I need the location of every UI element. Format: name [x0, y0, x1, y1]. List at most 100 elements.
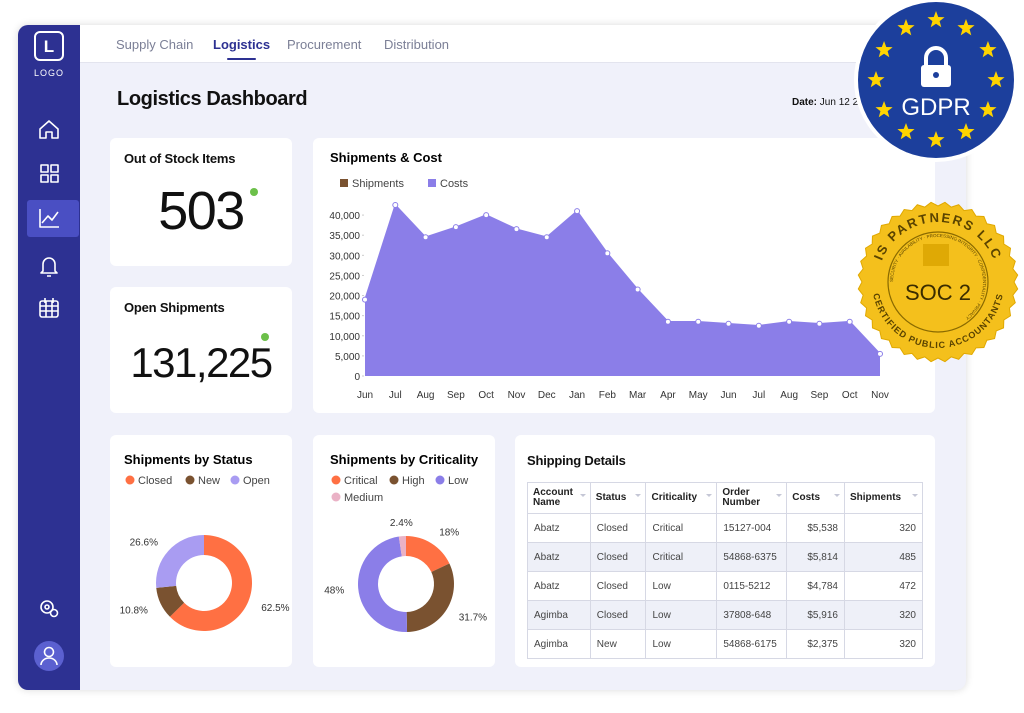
x-tick-label: Aug [417, 390, 435, 401]
nav-tab[interactable]: Supply Chain [116, 37, 194, 52]
column-header: Criticality [645, 482, 718, 514]
column-header: Costs [786, 482, 845, 514]
chart-title: Shipments & Cost [330, 150, 443, 165]
point [664, 318, 671, 325]
x-tick-label: Feb [599, 390, 617, 401]
logo: L [44, 37, 54, 56]
area-line [364, 203, 881, 355]
table-title: Shipping Details [527, 453, 626, 468]
point [695, 318, 702, 325]
y-tick-label: 20,000 [329, 292, 360, 303]
donut-segment [156, 535, 204, 588]
y-tick-label: 35,000 [329, 231, 360, 242]
point [543, 234, 550, 241]
table-cell: Closed [589, 600, 647, 630]
chart-icon[interactable] [39, 209, 59, 228]
grid-icon[interactable] [40, 164, 59, 183]
lock-icon [921, 46, 951, 87]
star [897, 122, 915, 140]
point [846, 318, 853, 325]
table-cell: 37808-648 [716, 600, 788, 630]
chart-card: Shipments & Cost Shipments Costs 0 5,000 10,0… [313, 138, 935, 413]
legend-swatch [331, 475, 341, 485]
table-card: Shipping Details Account Name Status Criti… [515, 435, 935, 667]
kpi-card: Open Shipments 131,225 [110, 287, 292, 413]
legend-swatch [435, 475, 445, 485]
bell-icon[interactable] [40, 257, 58, 277]
table-row: Agimba New Low 54868-6175 $2,375 320 [527, 629, 924, 659]
soc-ring [887, 231, 989, 333]
table-cell: 485 [843, 542, 924, 572]
table-cell: Critical [645, 513, 718, 543]
sidebar: L LOGO [18, 25, 80, 690]
x-tick-label: Jul [389, 390, 402, 401]
top-bar: Supply Chain Logistics Procurement Distribu… [80, 25, 966, 63]
table-cell: 320 [843, 629, 924, 659]
nav-tab[interactable]: Distribution [384, 37, 450, 52]
x-tick-label: Nov [508, 390, 526, 401]
chart-title: Shipments by Criticality [330, 452, 479, 467]
soc-logo [923, 244, 949, 266]
date-value: Jun 12 2 [819, 97, 859, 108]
table-cell: 54868-6375 [716, 542, 788, 572]
nav-tab[interactable]: Procurement [287, 37, 362, 52]
star [927, 131, 945, 148]
x-tick-label: Jun [357, 390, 373, 401]
data-label: 10.8% [120, 606, 148, 617]
shipping-table: Account Name Status Criticality Order Numbe… [527, 482, 924, 659]
settings-icon[interactable] [40, 600, 59, 618]
calendar-icon[interactable] [39, 298, 59, 318]
donut-chart: Shipments by Status Closed New Open 62.5% 10.… [120, 452, 290, 632]
x-tick-label: Jan [569, 390, 585, 401]
x-tick-label: Apr [660, 390, 676, 401]
avatar-head [43, 646, 55, 658]
table-cell: $2,375 [786, 629, 845, 659]
table-cell: $5,538 [786, 513, 845, 543]
donut-segment [398, 536, 406, 557]
kpi-value: 503 [158, 181, 245, 241]
chart-card: Shipments by Criticality Critical High Low M… [313, 435, 495, 667]
table-cell: Abatz [527, 542, 591, 572]
legend-swatch [340, 179, 348, 187]
point [513, 226, 520, 233]
point [362, 296, 368, 303]
star [979, 101, 997, 118]
legend-swatch [125, 475, 135, 485]
legend-swatch [230, 475, 240, 485]
table-cell: $5,916 [786, 600, 845, 630]
data-label: 62.5% [261, 603, 289, 614]
x-tick-label: Dec [538, 390, 556, 401]
x-tick-label: Jun [720, 390, 736, 401]
donut-segment [406, 563, 454, 632]
star [897, 19, 915, 36]
legend-label: Closed [138, 475, 172, 487]
logo-text: LOGO [34, 68, 64, 78]
legend-label: Medium [344, 492, 383, 504]
gdpr-text: GDPR [901, 94, 970, 121]
point [634, 286, 641, 293]
star [957, 122, 975, 140]
page-title: Logistics Dashboard [117, 88, 308, 110]
point [816, 320, 823, 327]
table-cell: Abatz [527, 513, 591, 543]
x-tick-label: Jul [752, 390, 765, 401]
donut-segment [358, 536, 408, 632]
chart-card: Shipments by Status Closed New Open 62.5% 10.… [110, 435, 292, 667]
date: Date: Jun 12 2 [792, 97, 858, 108]
avatar-body [40, 657, 58, 666]
legend-swatch [389, 475, 399, 485]
nav-tab[interactable]: Logistics [213, 37, 271, 60]
data-label: 26.6% [130, 537, 158, 548]
point [755, 322, 762, 329]
y-tick-label: 30,000 [329, 251, 360, 262]
point [483, 212, 490, 219]
home-icon[interactable] [39, 120, 59, 139]
area-fill [365, 205, 880, 376]
star [875, 101, 893, 118]
x-tick-label: Sep [447, 390, 465, 401]
star [867, 71, 885, 88]
point [574, 208, 581, 215]
table-cell: Low [645, 629, 718, 659]
y-tick-label: 15,000 [329, 312, 360, 323]
